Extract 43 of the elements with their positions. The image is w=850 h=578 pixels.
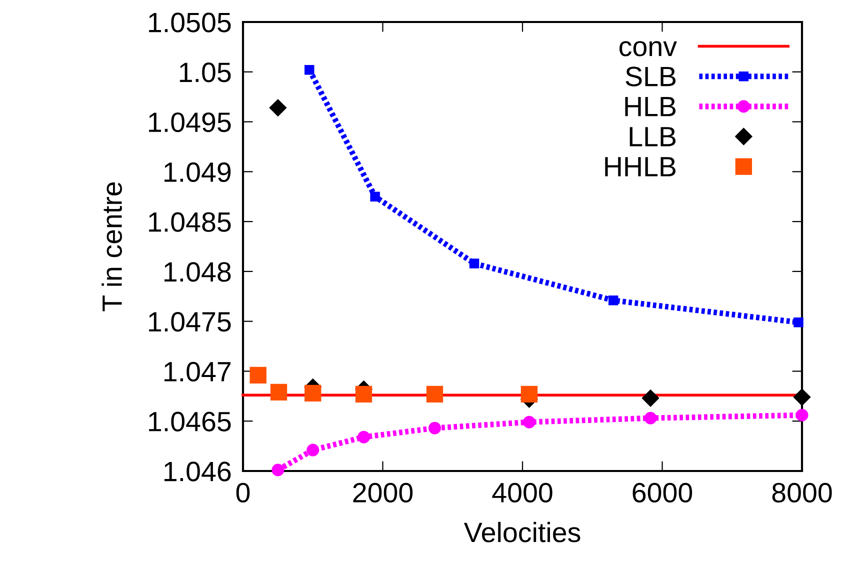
point bbox=[370, 192, 380, 202]
legend-label: HHLB bbox=[605, 157, 676, 176]
point bbox=[522, 416, 536, 428]
y-tick-label: 1.0495 bbox=[149, 112, 231, 132]
x-axis-title: Velocities bbox=[464, 522, 580, 542]
point bbox=[355, 386, 372, 403]
legend-label: conv bbox=[620, 41, 677, 56]
y-tick-label: 1.05 bbox=[180, 62, 231, 82]
point bbox=[269, 99, 286, 116]
point bbox=[357, 430, 370, 444]
x-tick-label: 4000 bbox=[492, 482, 552, 503]
legend-label: HLB bbox=[625, 97, 676, 116]
point bbox=[306, 444, 320, 456]
point bbox=[304, 384, 322, 402]
point bbox=[250, 366, 266, 384]
legend-label: SLB bbox=[626, 66, 676, 86]
legend-label: LLB bbox=[630, 127, 676, 146]
x-tick-label: 2000 bbox=[353, 482, 413, 503]
point bbox=[608, 296, 618, 306]
x-tick-label: 8000 bbox=[772, 482, 832, 503]
y-tick-label: 1.046 bbox=[164, 462, 231, 482]
point bbox=[270, 384, 288, 401]
y-tick-label: 1.048 bbox=[164, 262, 231, 282]
point bbox=[644, 412, 657, 424]
y-tick-label: 1.0465 bbox=[149, 412, 231, 432]
x-tick-label: 0 bbox=[236, 482, 250, 503]
y-tick-label: 1.0505 bbox=[149, 12, 231, 32]
point bbox=[794, 317, 804, 328]
point bbox=[428, 422, 441, 434]
point bbox=[426, 386, 444, 403]
y-tick-label: 1.047 bbox=[164, 362, 230, 382]
x-tick-label: 6000 bbox=[632, 482, 692, 503]
y-tick-label: 1.0485 bbox=[149, 212, 231, 232]
point bbox=[272, 464, 284, 476]
point bbox=[520, 386, 538, 403]
point bbox=[793, 388, 811, 406]
point bbox=[642, 390, 660, 407]
y-tick-label: 1.0475 bbox=[149, 312, 231, 332]
point bbox=[469, 258, 480, 268]
y-tick-label: 1.049 bbox=[164, 162, 231, 182]
point bbox=[304, 65, 314, 75]
point bbox=[796, 408, 808, 422]
y-axis-title: T in centre bbox=[102, 182, 122, 312]
